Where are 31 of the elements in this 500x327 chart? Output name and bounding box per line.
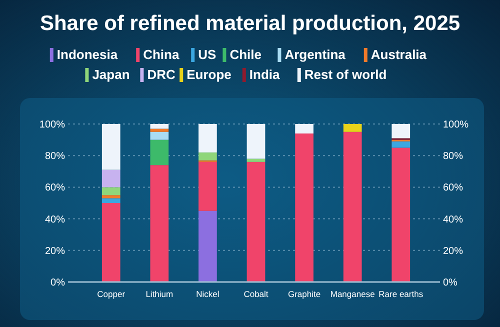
- x-tick-label: Cobalt: [244, 289, 269, 299]
- legend-label: China: [143, 47, 180, 62]
- y2-tick-label: 60%: [443, 182, 464, 194]
- y-tick-label: 80%: [44, 151, 66, 162]
- y-tick-label: 0%: [50, 278, 66, 288]
- y2-tick-label: 100%: [443, 120, 469, 130]
- legend-label: DRC: [147, 67, 176, 82]
- legend-label: US: [198, 47, 216, 62]
- x-tick-label: Graphite: [288, 289, 321, 299]
- x-tick-label: Copper: [97, 289, 126, 299]
- x-tick-label: Manganese: [330, 289, 376, 299]
- x-tick-label: Nickel: [196, 289, 220, 299]
- y-tick-label: 20%: [44, 246, 66, 257]
- legend-label: Argentina: [284, 47, 346, 62]
- y-tick-label: 40%: [44, 214, 66, 226]
- legend-label: Rest of world: [304, 67, 387, 82]
- y2-tick-label: 0%: [443, 278, 458, 288]
- x-tick-label: Rare earths: [378, 289, 424, 299]
- legend-label: Europe: [186, 67, 232, 82]
- y-tick-label: 60%: [44, 182, 66, 194]
- legend-label: Indonesia: [56, 47, 118, 62]
- legend-label: Chile: [230, 47, 262, 62]
- legend-label: India: [249, 67, 281, 82]
- y-tick-label: 100%: [39, 120, 66, 130]
- chart-title: Share of refined material production, 2025: [40, 12, 460, 35]
- y2-tick-label: 40%: [443, 214, 464, 226]
- legend-label: Japan: [92, 67, 130, 82]
- x-tick-label: Lithium: [146, 289, 174, 299]
- y2-tick-label: 20%: [443, 246, 464, 257]
- y2-tick-label: 80%: [443, 151, 464, 162]
- legend-label: Australia: [370, 47, 428, 62]
